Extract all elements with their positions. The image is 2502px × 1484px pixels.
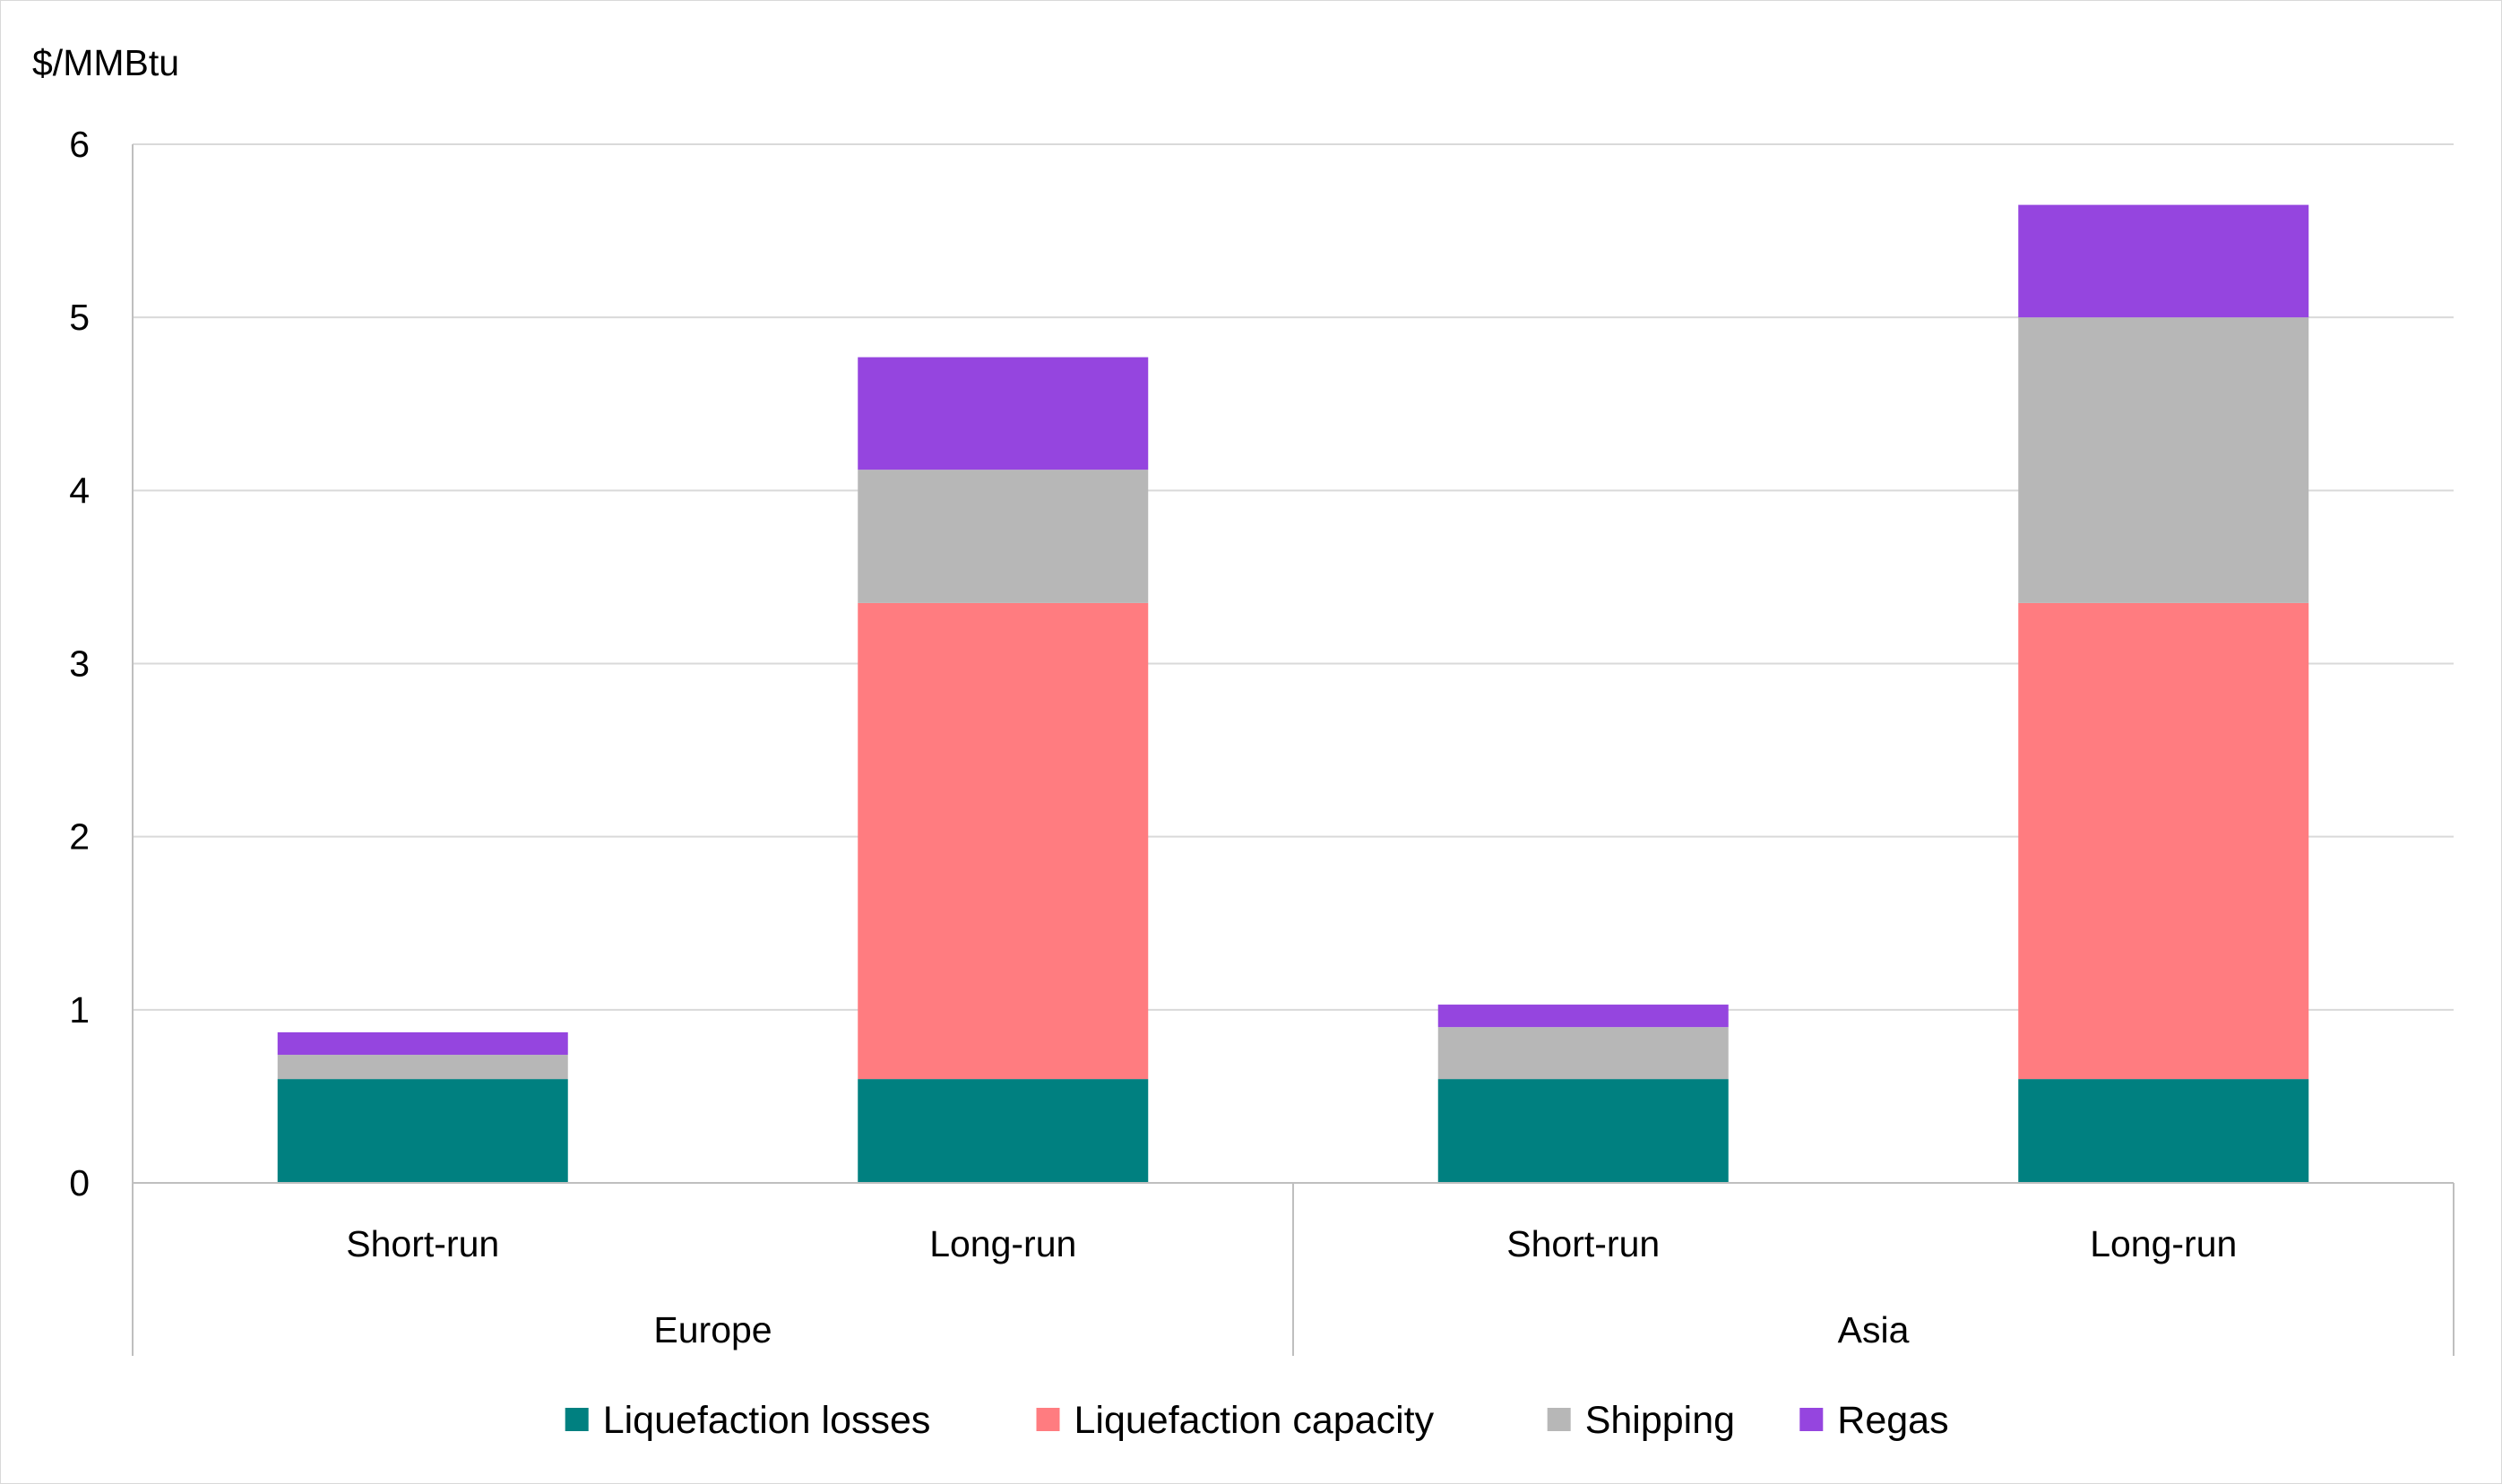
bar-segment [277,1079,568,1183]
y-axis-label: $/MMBtu [32,42,179,83]
legend-swatch [1547,1408,1571,1431]
legend-label: Liquefaction capacity [1074,1399,1435,1442]
y-tick-label: 2 [69,816,90,858]
y-tick-label: 3 [69,643,90,685]
x-axis-labels: Short-run Long-run Short-run Long-run Europe… [346,1223,2237,1350]
bar-segment [858,470,1149,603]
bar-segment [2018,204,2309,318]
group-label: Asia [1838,1309,1910,1350]
legend-swatch [1799,1408,1824,1431]
bar-segment [2018,602,2309,1080]
legend-label: Regas [1837,1399,1948,1442]
bar-segment [858,602,1149,1080]
legend-label: Shipping [1585,1399,1735,1442]
y-tick-label: 4 [69,470,90,511]
bar-segment [277,1031,568,1056]
x-tick-label: Short-run [1506,1223,1660,1264]
y-tick-label: 5 [69,297,90,338]
y-tick-label: 6 [69,124,90,165]
bar-segment [1437,1079,1729,1183]
x-tick-label: Long-run [929,1223,1076,1264]
bar-segment [858,357,1149,470]
axes [132,144,2455,1356]
bar-segment [858,1079,1149,1183]
bar-segment [2018,1079,2309,1183]
legend-swatch [565,1408,589,1431]
bar-segment [1437,1005,1729,1028]
legend-swatch [1036,1408,1060,1431]
y-tick-label: 1 [69,989,90,1031]
x-tick-label: Long-run [2090,1223,2237,1264]
y-tick-label: 0 [69,1162,90,1204]
legend-label: Liquefaction losses [603,1399,931,1442]
bar-segment [1437,1027,1729,1080]
bar-segment [277,1055,568,1080]
legend: Liquefaction losses Liquefaction capacity… [565,1399,1949,1442]
bars [277,204,2309,1183]
group-label: Europe [653,1309,772,1350]
x-tick-label: Short-run [346,1223,499,1264]
bar-segment [2018,317,2309,603]
y-axis-ticks: 0 1 2 3 4 5 6 [69,124,90,1204]
